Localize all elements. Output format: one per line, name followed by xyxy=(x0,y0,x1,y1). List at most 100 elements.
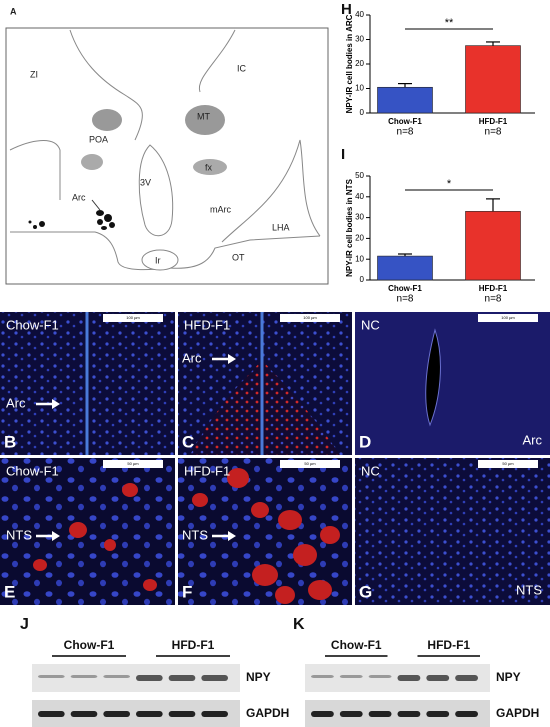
region-label: Arc xyxy=(182,350,202,365)
western-blot: J Chow-F1 HFD-F1 NPY GAPDH xyxy=(20,616,289,727)
ventricle xyxy=(138,144,174,237)
band xyxy=(103,675,130,678)
outline xyxy=(10,231,321,271)
scale-bar-label: 50 µm xyxy=(127,461,139,466)
band xyxy=(38,711,65,717)
band xyxy=(38,675,65,678)
micrograph-g xyxy=(355,458,550,605)
panel-letter: F xyxy=(182,582,192,601)
panel-letter: J xyxy=(20,616,29,633)
western-blot: K Chow-F1 HFD-F1 NPY GAPDH xyxy=(293,616,539,727)
region-label: fx xyxy=(205,162,213,172)
y-tick-label: 0 xyxy=(360,108,365,117)
nucleus-shape xyxy=(92,109,122,131)
band xyxy=(455,711,478,717)
panel-letter: E xyxy=(4,582,15,601)
condition-label: NC xyxy=(361,463,380,478)
region-label: POA xyxy=(89,134,108,144)
significance-label: ** xyxy=(445,17,454,29)
ventricle xyxy=(425,328,441,427)
nucleus-shape xyxy=(81,154,103,170)
arc-cells xyxy=(28,210,115,230)
band xyxy=(339,675,363,678)
y-axis-label: NPY-IR cell bodies in ARC xyxy=(345,14,354,113)
y-tick-label: 30 xyxy=(355,35,364,44)
outline xyxy=(141,249,179,271)
panel-letter: G xyxy=(359,582,372,601)
panel-letter: K xyxy=(293,616,305,633)
bar xyxy=(377,86,433,114)
scale-bar-box xyxy=(103,460,163,468)
bar xyxy=(465,45,521,114)
y-axis-label: NPY-IR cell bodies in NTS xyxy=(345,178,354,276)
region-label: Arc xyxy=(6,395,26,410)
n-label: n=8 xyxy=(397,294,414,305)
bar xyxy=(465,211,521,281)
band xyxy=(455,675,478,681)
y-tick-label: 40 xyxy=(355,10,364,19)
region-label: OT xyxy=(232,252,245,262)
panel-letter: C xyxy=(182,432,194,451)
region-label: NTS xyxy=(182,527,208,542)
band-label: GAPDH xyxy=(246,706,289,720)
panel-letter: I xyxy=(341,146,345,163)
condition-label: Chow-F1 xyxy=(6,463,59,478)
n-label: n=8 xyxy=(485,294,502,305)
band xyxy=(311,711,334,717)
panel-letter: A xyxy=(10,6,17,16)
region-label: ZI xyxy=(30,69,38,79)
band-label: GAPDH xyxy=(496,706,539,720)
scale-bar-box xyxy=(280,460,340,468)
y-tick-label: 50 xyxy=(355,171,364,180)
region-label: MT xyxy=(197,111,210,121)
arrow-head xyxy=(228,531,236,541)
arrow-head xyxy=(52,531,60,541)
band xyxy=(201,675,228,681)
region-label: Arc xyxy=(523,432,543,447)
panel-letter: H xyxy=(341,1,352,18)
error-bar xyxy=(398,253,412,257)
band xyxy=(103,711,130,717)
scale-bar-box xyxy=(478,314,538,322)
band xyxy=(70,711,98,717)
group-label: HFD-F1 xyxy=(172,638,215,652)
band xyxy=(168,711,196,717)
n-label: n=8 xyxy=(397,127,414,138)
scale-bar-label: 50 µm xyxy=(502,461,514,466)
panel-letter: B xyxy=(4,432,16,451)
error-bar xyxy=(486,198,500,212)
panel-letter: D xyxy=(359,432,371,451)
scale-bar-box xyxy=(478,460,538,468)
region-label: NTS xyxy=(516,582,542,597)
nucleus-shape xyxy=(185,105,225,135)
x-tick-label: Chow-F1 xyxy=(388,117,422,126)
scale-bar-label: 100 µm xyxy=(501,315,515,320)
band xyxy=(397,711,421,717)
outline xyxy=(221,139,321,243)
y-tick-label: 0 xyxy=(360,275,365,284)
region-label: NTS xyxy=(6,527,32,542)
band xyxy=(136,675,163,681)
n-label: n=8 xyxy=(485,127,502,138)
band xyxy=(136,711,163,717)
band xyxy=(426,675,450,681)
condition-label: HFD-F1 xyxy=(184,463,230,478)
region-label: Arc xyxy=(72,192,86,202)
x-tick-label: Chow-F1 xyxy=(388,284,422,293)
band xyxy=(339,711,363,717)
pointer xyxy=(91,199,101,211)
band xyxy=(397,675,421,681)
y-tick-label: 10 xyxy=(355,254,364,263)
group-label: Chow-F1 xyxy=(64,638,115,652)
micrograph-d xyxy=(355,312,550,455)
diagram-frame xyxy=(5,27,329,285)
arrow-head xyxy=(228,354,236,364)
panel-a: A ZI IC MT POA fx 3V mArc Arc LHA Ir OT xyxy=(5,6,329,285)
scale-bar-label: 50 µm xyxy=(304,461,316,466)
bar xyxy=(377,255,433,281)
nucleus-shape xyxy=(193,159,227,175)
scale-bar-box xyxy=(280,314,340,322)
region-label: mArc xyxy=(210,204,231,214)
region-label: IC xyxy=(237,63,247,73)
scale-bar-box xyxy=(103,314,163,322)
